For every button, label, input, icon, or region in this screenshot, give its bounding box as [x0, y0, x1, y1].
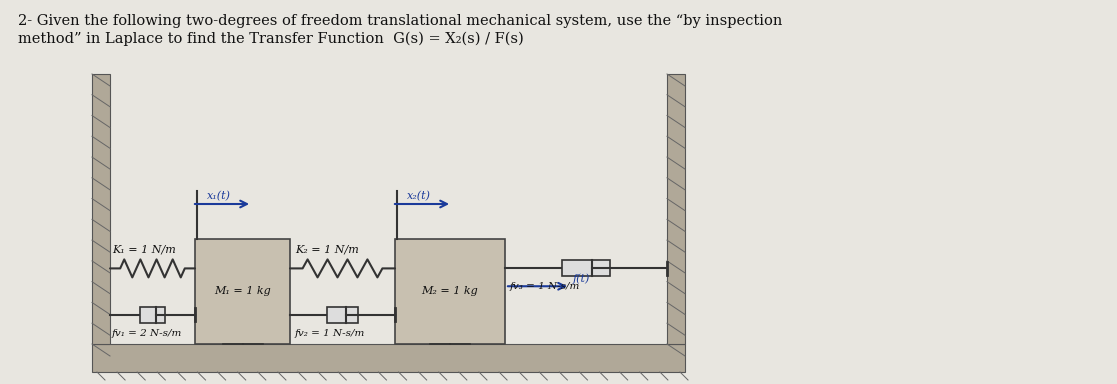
Bar: [667, 74, 685, 344]
Text: 2- Given the following two-degrees of freedom translational mechanical system, u: 2- Given the following two-degrees of fr…: [18, 14, 782, 28]
Text: x₁(t): x₁(t): [207, 191, 231, 201]
Bar: [140, 306, 165, 323]
Bar: [562, 260, 610, 276]
Text: method” in Laplace to find the Transfer Function  G(s) = X₂(s) / F(s): method” in Laplace to find the Transfer …: [18, 32, 524, 46]
Text: K₁ = 1 N/m: K₁ = 1 N/m: [112, 244, 175, 255]
Text: x₂(t): x₂(t): [407, 191, 431, 201]
Text: M₁ = 1 kg: M₁ = 1 kg: [214, 286, 271, 296]
Text: K₂ = 1 N/m: K₂ = 1 N/m: [295, 244, 359, 255]
Text: fv₁ = 2 N-s/m: fv₁ = 2 N-s/m: [112, 329, 182, 338]
Text: fv₃ = 1 N-s/m: fv₃ = 1 N-s/m: [510, 282, 581, 291]
Text: f(t): f(t): [573, 274, 591, 284]
Bar: [195, 239, 290, 344]
Bar: [327, 306, 359, 323]
Bar: [395, 239, 505, 344]
Bar: [92, 74, 109, 344]
Bar: [92, 344, 685, 372]
Text: fv₂ = 1 N-s/m: fv₂ = 1 N-s/m: [295, 329, 365, 338]
Text: M₂ = 1 kg: M₂ = 1 kg: [421, 286, 478, 296]
